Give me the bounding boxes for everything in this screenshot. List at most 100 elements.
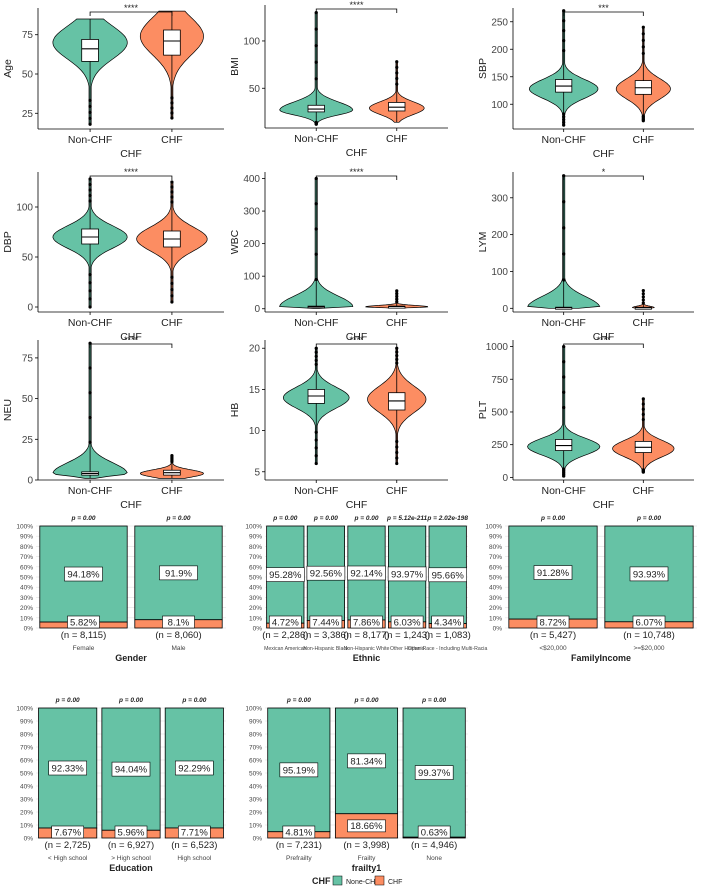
sample-size-label: (n = 8,177) <box>343 630 389 641</box>
outlier-point <box>88 273 92 277</box>
data-label-chf: 7.71% <box>181 827 208 838</box>
y-axis-title: PLT <box>477 400 489 419</box>
outlier-point <box>641 25 645 29</box>
outlier-point <box>395 350 399 354</box>
outlier-point <box>170 195 174 199</box>
sample-size-label: (n = 2,286) <box>262 630 308 641</box>
outlier-point <box>170 106 174 110</box>
x-tick-label: Non-CHF <box>294 133 338 145</box>
y-tick-label: 200 <box>243 239 260 250</box>
outlier-point <box>88 199 92 203</box>
legend-label-nonchf: None-CHF <box>346 879 379 886</box>
y-tick-label: 0% <box>253 626 263 633</box>
outlier-point <box>641 51 645 56</box>
y-tick-label: 50% <box>20 575 33 582</box>
outlier-point <box>170 116 174 120</box>
outlier-point <box>395 60 399 64</box>
y-tick-label: 0% <box>24 626 34 633</box>
data-label-box <box>347 565 386 581</box>
x-tick-label: Other Race - Including Multi-Racia <box>408 646 487 652</box>
outlier-point <box>562 200 566 204</box>
stacked-bar-panel-ethnic: 0% 10% 20% 30% 40% 50% 60% 70% 80% 90% 100% p = 0.0… <box>245 515 487 663</box>
outlier-point <box>88 440 92 444</box>
data-label-box <box>536 615 570 629</box>
box-iqr <box>163 29 181 56</box>
p-value-label: p = 0.00 <box>540 515 565 522</box>
data-label-chf: 7.86% <box>353 617 380 628</box>
data-label-nonchf: 95.19% <box>283 765 316 776</box>
y-tick-label: 10% <box>249 615 262 622</box>
x-tick-label: Mexican American <box>264 646 306 652</box>
outlier-point <box>88 289 92 293</box>
outlier-point <box>170 200 174 204</box>
data-label-box <box>265 567 305 582</box>
y-tick-label: 10% <box>20 823 33 830</box>
outlier-point <box>314 350 318 354</box>
data-label-box <box>162 615 195 629</box>
outlier-point <box>562 405 566 410</box>
outlier-point <box>562 278 566 282</box>
y-tick-label: 20% <box>249 605 262 612</box>
x-axis-title: CHF <box>346 331 368 343</box>
outlier-point <box>395 361 399 365</box>
outlier-point <box>395 294 399 298</box>
outlier-point <box>641 402 645 406</box>
y-tick-label: 20% <box>20 605 33 612</box>
x-tick-label: CHF <box>633 134 655 146</box>
outlier-point <box>170 300 174 304</box>
data-label-chf: 4.81% <box>285 827 312 838</box>
violin-panel-lym: 0 100 200 300 LYM CHF Non-CHF CHF * <box>477 167 694 343</box>
outlier-point <box>314 438 318 442</box>
y-tick-label: 50 <box>249 84 261 95</box>
y-tick-label: 60% <box>20 758 33 765</box>
outlier-point <box>562 467 566 471</box>
data-label-box <box>347 753 386 769</box>
significance-bracket <box>563 343 644 348</box>
data-label-box <box>64 566 103 582</box>
x-axis-title: CHF <box>346 147 368 159</box>
legend-swatch-nonchf <box>332 875 343 886</box>
outlier-point <box>562 9 566 13</box>
data-label-chf: 7.67% <box>54 827 81 838</box>
outlier-point <box>314 77 318 81</box>
data-label-box <box>282 825 316 839</box>
x-tick-label: CHF <box>161 485 183 497</box>
y-tick-label: 80% <box>20 544 33 551</box>
outlier-point <box>562 115 566 119</box>
outlier-point <box>641 397 645 401</box>
y-tick-label: 100 <box>243 272 260 283</box>
y-tick-label: 50 <box>22 394 34 405</box>
x-tick-label: CHF <box>633 485 655 497</box>
significance-bracket <box>315 8 398 13</box>
outlier-point <box>88 98 92 102</box>
y-tick-label: 750 <box>491 375 508 386</box>
y-tick-label: 75 <box>22 353 34 364</box>
sample-size-label: (n = 8,060) <box>155 630 201 641</box>
y-tick-label: 50 <box>22 70 34 81</box>
outlier-point <box>314 202 318 206</box>
y-tick-label: 0% <box>24 836 34 843</box>
outlier-point <box>395 82 399 86</box>
data-label-nonchf: 92.29% <box>178 763 211 774</box>
outlier-point <box>641 417 645 422</box>
outlier-point <box>641 38 645 42</box>
outlier-point <box>641 298 645 302</box>
outlier-point <box>88 297 92 301</box>
y-tick-label: 90% <box>20 534 33 541</box>
outlier-point <box>170 185 174 189</box>
outlier-point <box>562 390 566 394</box>
outlier-point <box>395 76 399 81</box>
y-tick-label: 100% <box>16 706 33 713</box>
outlier-point <box>170 190 174 194</box>
x-tick-label: Non-CHF <box>542 317 586 329</box>
outlier-point <box>641 114 645 118</box>
outlier-point <box>562 112 566 116</box>
x-tick-label: Non-CHF <box>542 134 586 146</box>
data-label-chf: 6.03% <box>394 617 421 628</box>
outlier-point <box>395 439 399 444</box>
data-label-box <box>268 615 302 629</box>
significance-label: *** <box>598 3 609 13</box>
data-label-nonchf: 81.34% <box>350 756 383 767</box>
